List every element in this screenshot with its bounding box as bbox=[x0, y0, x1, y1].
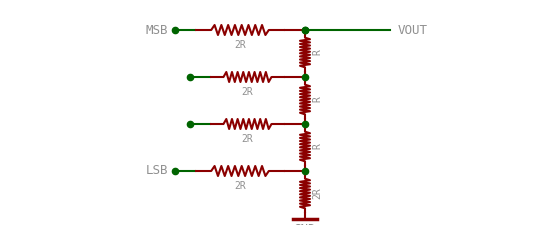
Text: GND: GND bbox=[294, 223, 316, 225]
Text: 2R: 2R bbox=[312, 188, 322, 199]
Text: R: R bbox=[312, 50, 322, 55]
Text: MSB: MSB bbox=[146, 23, 168, 36]
Text: 2R: 2R bbox=[234, 181, 246, 191]
Text: VOUT: VOUT bbox=[398, 23, 428, 36]
Text: LSB: LSB bbox=[146, 164, 168, 178]
Text: 2R: 2R bbox=[241, 87, 254, 97]
Text: 2R: 2R bbox=[234, 40, 246, 50]
Text: R: R bbox=[312, 144, 322, 149]
Text: R: R bbox=[312, 97, 322, 102]
Text: 2R: 2R bbox=[241, 134, 254, 144]
